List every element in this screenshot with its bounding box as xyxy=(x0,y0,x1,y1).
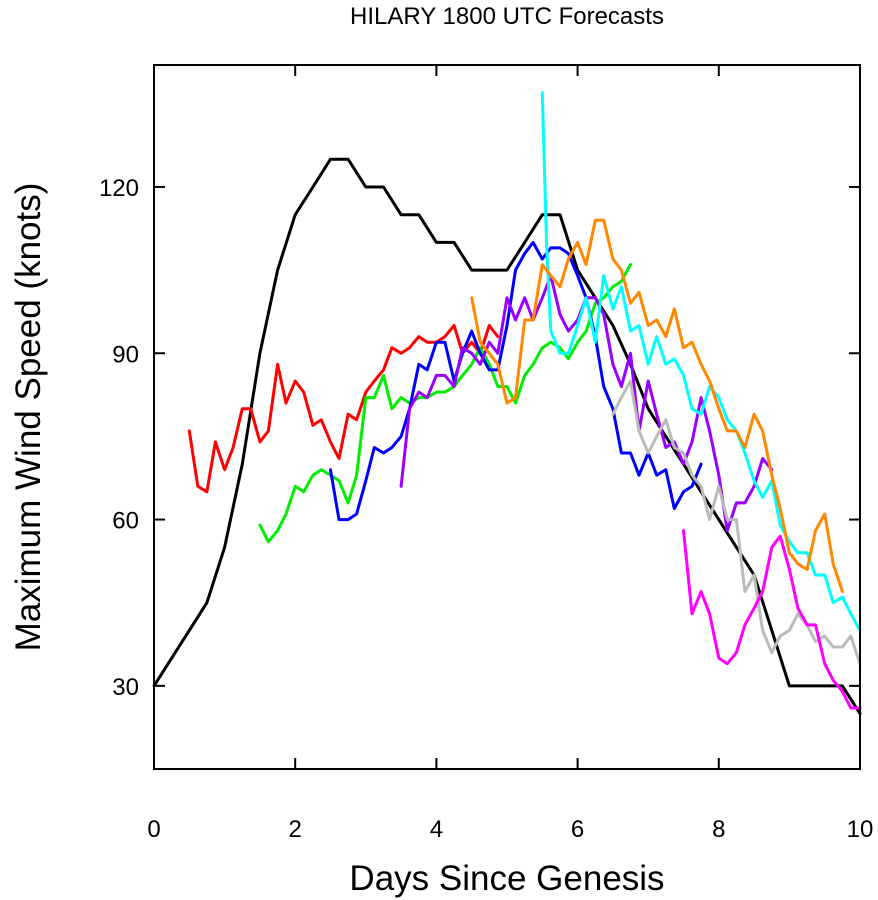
x-tick-label: 4 xyxy=(430,816,443,843)
y-axis-title: Maximum Wind Speed (knots) xyxy=(9,183,48,652)
x-tick-label: 8 xyxy=(712,816,725,843)
series-line-forecast-2 xyxy=(258,263,632,544)
x-tick-labels: 0 2 4 6 8 10 xyxy=(147,816,873,843)
series-line-forecast-7 xyxy=(611,379,862,666)
series-line-forecast-1 xyxy=(187,324,500,494)
series-lines xyxy=(152,91,862,716)
x-tick-label: 2 xyxy=(289,816,302,843)
plot-frame xyxy=(153,64,861,770)
series-line-forecast-8 xyxy=(682,529,862,710)
x-tick-label: 10 xyxy=(847,816,874,843)
y-tick-labels: 30 60 90 120 xyxy=(99,175,139,701)
series-line-forecast-3 xyxy=(329,240,703,522)
series-line-best-track xyxy=(152,157,862,716)
series-line-forecast-6 xyxy=(470,218,844,594)
x-tick-label: 6 xyxy=(571,816,584,843)
y-tick-label: 60 xyxy=(112,508,139,535)
x-axis-title: Days Since Genesis xyxy=(349,859,664,898)
y-tick-label: 120 xyxy=(99,175,139,202)
y-tick-label: 30 xyxy=(112,674,139,701)
series-line-forecast-5 xyxy=(540,91,862,632)
chart-title: HILARY 1800 UTC Forecasts xyxy=(350,3,664,30)
y-tick-label: 90 xyxy=(112,341,139,368)
x-tick-label: 0 xyxy=(147,816,160,843)
